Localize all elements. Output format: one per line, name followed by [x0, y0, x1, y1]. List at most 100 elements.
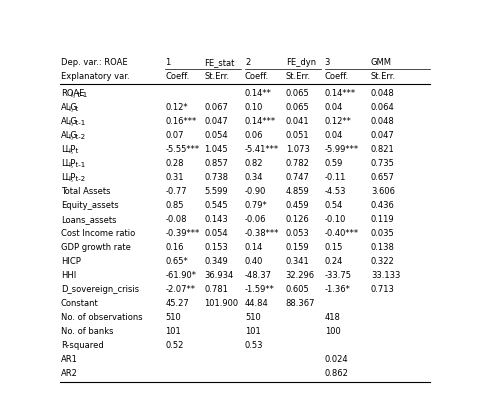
Text: 0.064: 0.064 [371, 103, 395, 111]
Text: 0.048: 0.048 [371, 116, 395, 126]
Text: LLP: LLP [61, 159, 75, 168]
Text: 0.143: 0.143 [204, 215, 228, 224]
Text: 0.10: 0.10 [245, 103, 263, 111]
Text: Coeff.: Coeff. [245, 72, 269, 81]
Text: -5.99***: -5.99*** [325, 145, 359, 154]
Text: AR2: AR2 [61, 369, 78, 378]
Text: 0.436: 0.436 [371, 201, 395, 210]
Text: 0.82: 0.82 [245, 159, 263, 168]
Text: -0.90: -0.90 [245, 187, 266, 196]
Text: FE_stat: FE_stat [204, 58, 235, 67]
Text: St.Err.: St.Err. [371, 72, 396, 81]
Text: 101.900: 101.900 [204, 299, 239, 308]
Text: 0.747: 0.747 [286, 173, 310, 182]
Text: 0.07: 0.07 [165, 131, 184, 140]
Text: 0.52: 0.52 [165, 341, 184, 350]
Text: Explanatory var.: Explanatory var. [61, 72, 130, 81]
Text: 0.153: 0.153 [204, 243, 228, 252]
Text: 0.713: 0.713 [371, 285, 395, 294]
Text: -0.11: -0.11 [325, 173, 346, 182]
Text: -1.59**: -1.59** [245, 285, 275, 294]
Text: 0.862: 0.862 [325, 369, 348, 378]
Text: 0.06: 0.06 [245, 131, 263, 140]
Text: 0.04: 0.04 [325, 103, 343, 111]
Text: Total Assets: Total Assets [61, 187, 110, 196]
Text: No. of banks: No. of banks [61, 327, 113, 336]
Text: ALG: ALG [61, 131, 81, 140]
Text: Coeff.: Coeff. [325, 72, 349, 81]
Text: -0.39***: -0.39*** [165, 229, 200, 238]
Text: 0.79*: 0.79* [245, 201, 268, 210]
Text: 0.14: 0.14 [245, 243, 263, 252]
Text: GDP growth rate: GDP growth rate [61, 243, 131, 252]
Text: 0.12*: 0.12* [165, 103, 188, 111]
Text: 0.24: 0.24 [325, 257, 343, 266]
Text: 0.59: 0.59 [325, 159, 343, 168]
Text: 0.40: 0.40 [245, 257, 263, 266]
Text: 0.322: 0.322 [371, 257, 395, 266]
Text: No. of observations: No. of observations [61, 313, 142, 322]
Text: 0.34: 0.34 [245, 173, 263, 182]
Text: 0.821: 0.821 [371, 145, 395, 154]
Text: 0.14***: 0.14*** [245, 116, 276, 126]
Text: 1: 1 [165, 58, 171, 67]
Text: Coeff.: Coeff. [165, 72, 190, 81]
Text: 0.53: 0.53 [245, 341, 263, 350]
Text: 0.735: 0.735 [371, 159, 395, 168]
Text: AR1: AR1 [61, 355, 78, 364]
Text: 0.065: 0.065 [286, 88, 309, 98]
Text: 0.067: 0.067 [204, 103, 228, 111]
Text: i, t-2: i, t-2 [69, 176, 85, 182]
Text: -5.55***: -5.55*** [165, 145, 199, 154]
Text: 0.053: 0.053 [286, 229, 309, 238]
Text: ROAE: ROAE [61, 88, 84, 98]
Text: LLP: LLP [61, 173, 78, 182]
Text: i, t: i, t [69, 148, 78, 154]
Text: 0.048: 0.048 [371, 88, 395, 98]
Text: FE_dyn: FE_dyn [286, 58, 316, 67]
Text: 0.28: 0.28 [165, 159, 184, 168]
Text: 0.159: 0.159 [286, 243, 309, 252]
Text: i, t: i, t [69, 106, 78, 112]
Text: -0.10: -0.10 [325, 215, 346, 224]
Text: Equity_assets: Equity_assets [61, 201, 119, 210]
Text: 0.119: 0.119 [371, 215, 394, 224]
Text: -4.53: -4.53 [325, 187, 346, 196]
Text: -33.75: -33.75 [325, 271, 352, 280]
Text: 0.041: 0.041 [286, 116, 309, 126]
Text: 0.54: 0.54 [325, 201, 343, 210]
Text: 0.16: 0.16 [165, 243, 184, 252]
Text: 0.04: 0.04 [325, 131, 343, 140]
Text: i, t-1: i, t-1 [69, 162, 85, 168]
Text: Constant: Constant [61, 299, 98, 308]
Text: 44.84: 44.84 [245, 299, 269, 308]
Text: 510: 510 [245, 313, 261, 322]
Text: 2: 2 [245, 58, 250, 67]
Text: 0.138: 0.138 [371, 243, 395, 252]
Text: -0.77: -0.77 [165, 187, 187, 196]
Text: ALG: ALG [61, 131, 78, 140]
Text: -5.41***: -5.41*** [245, 145, 279, 154]
Text: 101: 101 [165, 327, 181, 336]
Text: 3: 3 [325, 58, 330, 67]
Text: -0.06: -0.06 [245, 215, 266, 224]
Text: 0.051: 0.051 [286, 131, 309, 140]
Text: -2.07**: -2.07** [165, 285, 196, 294]
Text: 0.85: 0.85 [165, 201, 184, 210]
Text: 0.349: 0.349 [204, 257, 228, 266]
Text: LLP: LLP [61, 159, 78, 168]
Text: 0.047: 0.047 [371, 131, 395, 140]
Text: 5.599: 5.599 [204, 187, 228, 196]
Text: ALG: ALG [61, 116, 81, 126]
Text: 0.14***: 0.14*** [325, 88, 356, 98]
Text: 0.459: 0.459 [286, 201, 309, 210]
Text: 0.054: 0.054 [204, 131, 228, 140]
Text: ROAE: ROAE [61, 88, 87, 98]
Text: 33.133: 33.133 [371, 271, 400, 280]
Text: 0.341: 0.341 [286, 257, 309, 266]
Text: 100: 100 [325, 327, 340, 336]
Text: 0.14**: 0.14** [245, 88, 272, 98]
Text: LLP: LLP [61, 173, 75, 182]
Text: 0.035: 0.035 [371, 229, 395, 238]
Text: 1.045: 1.045 [204, 145, 228, 154]
